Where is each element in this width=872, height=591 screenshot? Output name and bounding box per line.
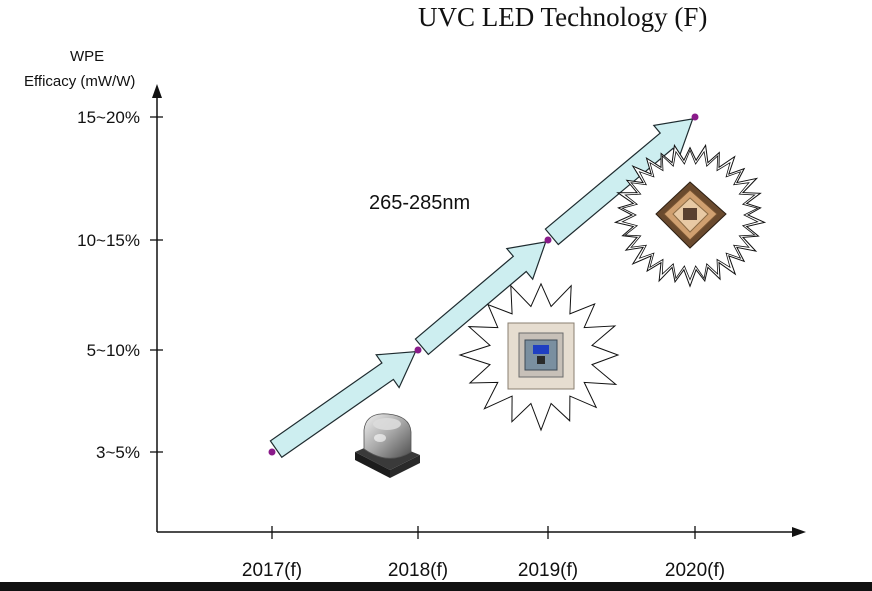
trend-arrow-segment	[269, 351, 417, 459]
x-ticks: 2017(f) 2018(f) 2019(f) 2020(f)	[242, 526, 725, 581]
data-point	[691, 113, 699, 121]
y-tick-label: 15~20%	[77, 108, 140, 127]
y-axis-arrowhead	[152, 84, 162, 98]
y-ticks: 3~5% 5~10% 10~15% 15~20%	[77, 108, 163, 462]
axes	[152, 84, 806, 537]
y-axis-label-line2: Efficacy (mW/W)	[24, 73, 136, 90]
x-tick-label: 2018(f)	[388, 560, 448, 581]
led-dome-package-icon	[355, 413, 420, 478]
trend-arrows	[269, 118, 694, 459]
led-flat-chip-icon	[507, 322, 575, 390]
y-tick-label: 5~10%	[87, 341, 140, 360]
data-points	[268, 113, 699, 456]
y-tick-label: 3~5%	[96, 443, 140, 462]
data-point	[544, 236, 552, 244]
x-tick-label: 2017(f)	[242, 560, 302, 581]
x-tick-label: 2020(f)	[665, 560, 725, 581]
y-axis-label-line1: WPE	[70, 48, 105, 65]
bottom-bar	[0, 582, 872, 591]
led-ceramic-chip-icon	[655, 181, 727, 249]
x-axis-arrowhead	[792, 527, 806, 537]
chart-title: UVC LED Technology (F)	[418, 2, 708, 32]
trend-arrow-segment	[414, 241, 547, 356]
wavelength-annotation: 265-285nm	[369, 192, 470, 214]
data-point	[268, 448, 276, 456]
data-point	[414, 346, 422, 354]
y-tick-label: 10~15%	[77, 231, 140, 250]
x-tick-label: 2019(f)	[518, 560, 578, 581]
